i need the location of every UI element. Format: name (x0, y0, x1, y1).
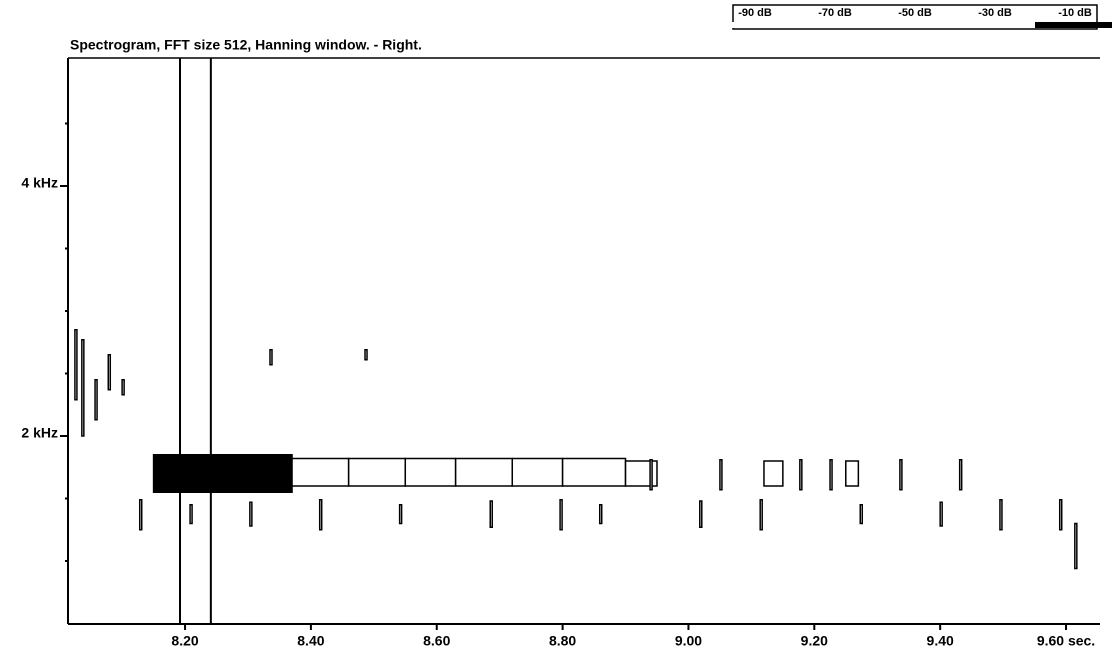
spectrogram-cell (81, 339, 85, 437)
spectrogram-cell (269, 349, 273, 366)
legend-label: -50 dB (898, 7, 932, 19)
x-tick-label: 9.40 (927, 633, 954, 649)
spectrogram-cell (121, 379, 125, 396)
spectrogram-cell (94, 379, 98, 421)
spectrogram-cell (1058, 499, 1063, 531)
legend-swatch (715, 22, 795, 28)
spectrogram-cell (598, 504, 603, 525)
spectrogram-cell (489, 500, 493, 528)
spectrogram-cell (404, 457, 457, 487)
legend-label: -90 dB (738, 7, 772, 19)
spectrogram-cell (249, 501, 253, 527)
y-tick-label: 2 kHz (21, 425, 58, 441)
legend-label: -10 dB (1058, 7, 1092, 19)
spectrogram-cell (511, 457, 564, 487)
spectrogram-cell (859, 504, 863, 525)
legend-swatch (1035, 22, 1112, 28)
spectrogram-cell (318, 499, 323, 531)
legend: -90 dB -70 dB -50 dB -30 dB -10 dB (715, 7, 1112, 28)
spectrogram-cell (999, 499, 1003, 531)
legend-swatch (795, 22, 875, 28)
y-tick-label: 4 kHz (21, 175, 58, 191)
x-tick-label: 9.20 (801, 633, 828, 649)
legend-label: -70 dB (818, 7, 852, 19)
spectrogram-cell (398, 504, 403, 525)
x-tick-label: 8.60 (423, 633, 450, 649)
spectrogram-cell (759, 499, 763, 531)
spectrogram-cell (561, 457, 627, 487)
spectrogram-cell (138, 499, 143, 531)
legend-label: -30 dB (978, 7, 1012, 19)
spectrogram-cell (719, 459, 723, 491)
spectrogram-cell (958, 459, 963, 491)
spectrogram-cell (559, 499, 563, 531)
spectrogram-cell (939, 501, 943, 527)
spectrogram-cell (74, 329, 78, 401)
x-tick-label: 9.60 sec. (1037, 633, 1095, 649)
x-tick-label: 8.40 (297, 633, 324, 649)
spectrogram-cell (347, 457, 407, 487)
legend-swatch (955, 22, 1035, 28)
x-tick-label: 8.80 (549, 633, 576, 649)
spectrogram-cell (845, 460, 860, 487)
spectrogram-cell (763, 460, 784, 487)
chart-title: Spectrogram, FFT size 512, Hanning windo… (70, 37, 422, 53)
x-tick-label: 8.20 (171, 633, 198, 649)
spectrogram-cell (364, 349, 368, 361)
spectrogram-cell (899, 459, 903, 491)
legend-swatch (875, 22, 955, 28)
spectrogram-cell (799, 459, 803, 491)
spectrogram-cell (291, 457, 350, 487)
spectrogram-cell (107, 354, 112, 391)
spectrogram-cell (152, 454, 293, 493)
spectrogram-cell (829, 459, 833, 491)
spectrogram-cell (699, 500, 703, 528)
spectrogram-cell (649, 459, 653, 491)
spectrogram-cell (1074, 522, 1078, 570)
spectrogram-cell (454, 457, 514, 487)
x-tick-label: 9.00 (675, 633, 702, 649)
spectrogram-cell (189, 504, 193, 525)
